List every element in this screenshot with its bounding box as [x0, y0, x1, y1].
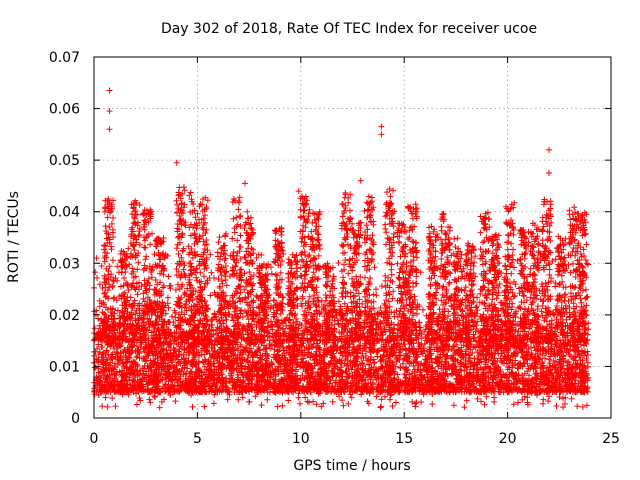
data-point — [402, 374, 409, 381]
data-point — [162, 374, 169, 381]
data-point — [362, 365, 369, 372]
data-point — [105, 364, 112, 371]
data-point — [162, 381, 169, 388]
data-point — [164, 294, 171, 301]
data-points — [91, 87, 592, 411]
data-point — [536, 340, 543, 347]
data-point — [386, 352, 393, 359]
data-point — [247, 345, 254, 352]
data-point — [359, 366, 366, 373]
data-point — [473, 303, 480, 310]
data-point — [169, 313, 176, 320]
data-point — [210, 351, 217, 358]
data-point — [546, 356, 553, 363]
data-point — [416, 303, 423, 310]
data-point — [380, 351, 387, 358]
data-point — [95, 341, 102, 348]
data-point — [255, 344, 262, 351]
data-point — [244, 354, 251, 361]
data-point — [366, 361, 373, 368]
data-point — [534, 303, 541, 310]
data-point — [369, 314, 376, 321]
data-point — [208, 354, 215, 361]
data-point — [91, 364, 98, 371]
data-point — [110, 366, 117, 373]
data-point — [566, 351, 573, 358]
data-point — [360, 354, 367, 361]
data-point — [337, 303, 344, 310]
data-point — [583, 355, 590, 362]
data-point — [584, 374, 591, 381]
data-point — [534, 361, 541, 368]
data-point — [315, 298, 322, 305]
data-point — [419, 306, 426, 313]
data-point — [363, 298, 370, 305]
data-point — [250, 304, 257, 311]
data-point — [114, 362, 121, 369]
data-point — [132, 311, 139, 318]
data-point — [394, 371, 401, 378]
data-point — [298, 349, 305, 356]
data-point — [538, 308, 545, 315]
data-point — [333, 359, 340, 366]
data-point — [584, 359, 591, 366]
data-point — [207, 292, 214, 299]
data-point — [542, 355, 549, 362]
chart-title: Day 302 of 2018, Rate Of TEC Index for r… — [161, 21, 537, 37]
data-point — [95, 315, 102, 322]
data-point — [519, 372, 526, 379]
